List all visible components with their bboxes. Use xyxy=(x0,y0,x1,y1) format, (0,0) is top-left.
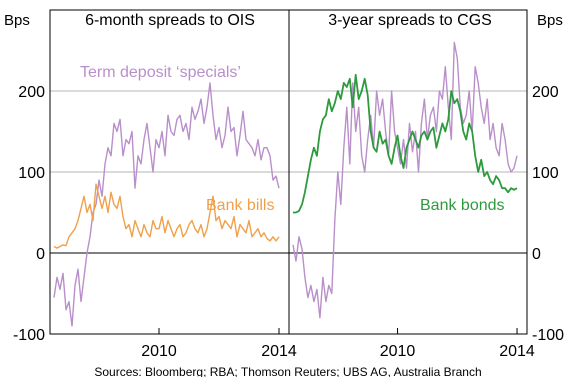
annotation-bank-bills: Bank bills xyxy=(206,197,274,214)
x-tick-label: 2014 xyxy=(499,343,535,360)
annotation-bank-bonds: Bank bonds xyxy=(420,197,505,214)
source-note: Sources: Bloomberg; RBA; Thomson Reuters… xyxy=(94,365,481,377)
y-tick-left: 0 xyxy=(36,246,45,263)
right-unit-label: Bps xyxy=(537,12,563,29)
annotation-term-deposit: Term deposit ‘specials’ xyxy=(80,64,241,81)
series-line-term-deposit-3y xyxy=(292,41,518,319)
panel-title-right: 3-year spreads to CGS xyxy=(328,12,492,29)
panel-title-left: 6-month spreads to OIS xyxy=(85,12,255,29)
y-tick-right: -100 xyxy=(532,327,564,344)
x-tick-label: 2014 xyxy=(261,343,297,360)
y-tick-left: 200 xyxy=(18,84,45,101)
y-tick-right: 0 xyxy=(532,246,541,263)
y-tick-left: -100 xyxy=(13,327,45,344)
y-tick-right: 100 xyxy=(532,165,559,182)
left-unit-label: Bps xyxy=(4,12,30,29)
x-tick-label: 2010 xyxy=(380,343,416,360)
x-tick-label: 2010 xyxy=(141,343,177,360)
series-line-term-deposit-6m xyxy=(53,82,280,327)
series-line-bank-bills xyxy=(53,183,280,249)
y-tick-left: 100 xyxy=(18,165,45,182)
y-tick-right: 200 xyxy=(532,84,559,101)
series-line-bank-bonds xyxy=(293,73,518,214)
